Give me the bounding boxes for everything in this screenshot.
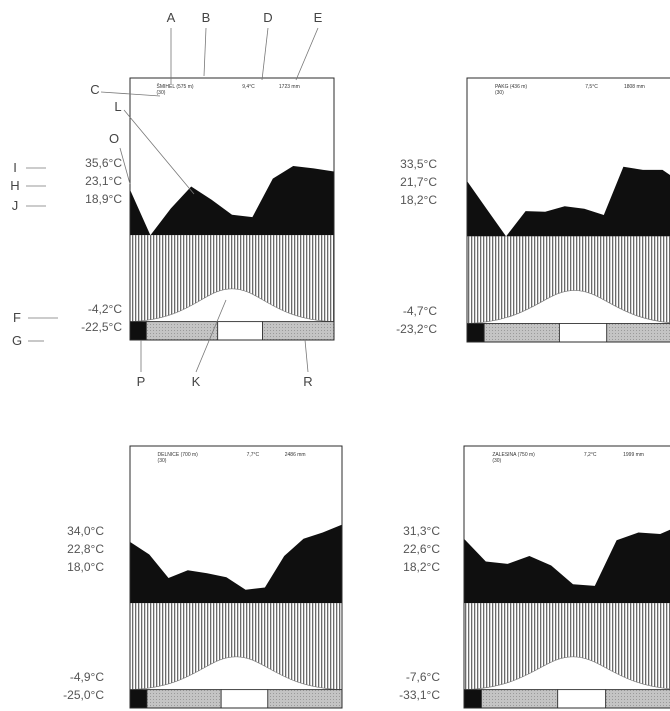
annotation-letter-L: L [114, 99, 121, 114]
abs-min-temp: -22,5°C [81, 320, 122, 334]
station-mean-temp: 7,7°C [247, 452, 260, 458]
annotation-letter-E: E [314, 10, 323, 25]
climate-diagram-panel: PAKG (436 m)(30) 7,5°C 1808 mm 33,5°C 21,7°C… [396, 77, 670, 343]
mean-max-temp: 23,1°C [85, 174, 122, 188]
station-name: PAKG (436 m) [495, 84, 527, 90]
abs-min-temp: -23,2°C [396, 322, 437, 336]
abs-max-temp: 34,0°C [67, 524, 104, 538]
station-years: (30) [158, 458, 167, 464]
annotation-letter-D: D [263, 10, 272, 25]
annotation-letter-P: P [137, 374, 146, 389]
temperature-curve [463, 656, 670, 691]
diagram-frame-outline [463, 445, 670, 709]
season-bar-frost-free [557, 689, 607, 709]
annotation-letter-G: G [12, 333, 22, 348]
leader-line [304, 339, 309, 373]
station-precip: 1808 mm [624, 84, 645, 90]
leader-line [203, 27, 207, 77]
mean-max-temp: 21,7°C [400, 175, 437, 189]
mean-temp: 18,2°C [400, 193, 437, 207]
season-bar-frost [129, 689, 148, 709]
mean-min-temp: -4,2°C [88, 302, 122, 316]
abs-min-temp: -33,1°C [399, 688, 440, 702]
annotation-letter-A: A [167, 10, 176, 25]
leader-line [123, 109, 195, 195]
season-bar-frost [466, 323, 485, 343]
season-bar-transition [146, 689, 222, 709]
annotation-letter-K: K [192, 374, 201, 389]
season-bar-transition [267, 689, 343, 709]
season-bar-frost [129, 321, 147, 341]
mean-temp: 18,9°C [85, 192, 122, 206]
station-name: DELNICE (700 m) [158, 452, 199, 458]
mean-max-temp: 22,8°C [67, 542, 104, 556]
climate-diagram-panel: ŠMIHEL (575 m)(30) 9,4°C 1723 mm 35,6°C 23,1… [81, 77, 335, 341]
abs-min-temp: -25,0°C [63, 688, 104, 702]
mean-min-temp: -7,6°C [406, 670, 440, 684]
season-bar-frost-free [559, 323, 608, 343]
station-precip: 1723 mm [279, 84, 300, 90]
precipitation-area [130, 166, 334, 236]
precipitation-area [467, 166, 670, 237]
annotation-letter-B: B [202, 10, 211, 25]
annotation-letter-H: H [10, 178, 19, 193]
leader-line [100, 91, 161, 97]
annotation-letter-C: C [90, 82, 99, 97]
annotation-letter-O: O [109, 131, 119, 146]
precipitation-area [130, 524, 342, 604]
season-bar-transition [483, 323, 560, 343]
station-mean-temp: 7,5°C [585, 84, 598, 90]
mean-temp: 18,0°C [67, 560, 104, 574]
mean-min-temp: -4,9°C [70, 670, 104, 684]
abs-max-temp: 31,3°C [403, 524, 440, 538]
station-years: (30) [157, 90, 166, 96]
station-name: ŠMIHEL (575 m) [157, 83, 194, 90]
diagram-frame-outline [129, 445, 343, 709]
season-bar-transition [145, 321, 219, 341]
precipitation-area [464, 529, 670, 604]
temperature-curve [129, 656, 343, 691]
leader-line [119, 147, 131, 185]
leader-line [295, 27, 319, 81]
leader-line [195, 299, 227, 373]
season-bar-transition [606, 323, 670, 343]
station-years: (30) [492, 458, 501, 464]
diagram-frame-outline [129, 77, 335, 341]
station-precip: 2486 mm [285, 452, 306, 458]
season-bar-frost [463, 689, 482, 709]
annotation-letter-R: R [303, 374, 312, 389]
season-bar-frost-free [217, 321, 264, 341]
climate-diagram-panel: ZALESINA (750 m)(30) 7,2°C 1999 mm 31,3°C 22… [399, 445, 670, 709]
annotation-letter-F: F [13, 310, 21, 325]
annotation-letter-J: J [12, 198, 19, 213]
temperature-curve [129, 288, 335, 323]
station-mean-temp: 9,4°C [242, 84, 255, 90]
season-bar-frost-free [220, 689, 269, 709]
season-bar-transition [262, 321, 335, 341]
temperature-curve [466, 290, 670, 324]
station-years: (30) [495, 90, 504, 96]
mean-min-temp: -4,7°C [403, 304, 437, 318]
abs-max-temp: 33,5°C [400, 157, 437, 171]
season-bar-transition [481, 689, 559, 709]
station-name: ZALESINA (750 m) [492, 452, 535, 458]
annotation-letter-I: I [13, 160, 17, 175]
season-bar-transition [605, 689, 670, 709]
diagram-frame-outline [466, 77, 670, 343]
station-precip: 1999 mm [623, 452, 644, 458]
mean-temp: 18,2°C [403, 560, 440, 574]
station-mean-temp: 7,2°C [584, 452, 597, 458]
abs-max-temp: 35,6°C [85, 156, 122, 170]
leader-line [261, 27, 269, 81]
mean-max-temp: 22,6°C [403, 542, 440, 556]
climate-diagram-panel: DELNICE (700 m)(30) 7,7°C 2486 mm 34,0°C 22,… [63, 445, 343, 709]
